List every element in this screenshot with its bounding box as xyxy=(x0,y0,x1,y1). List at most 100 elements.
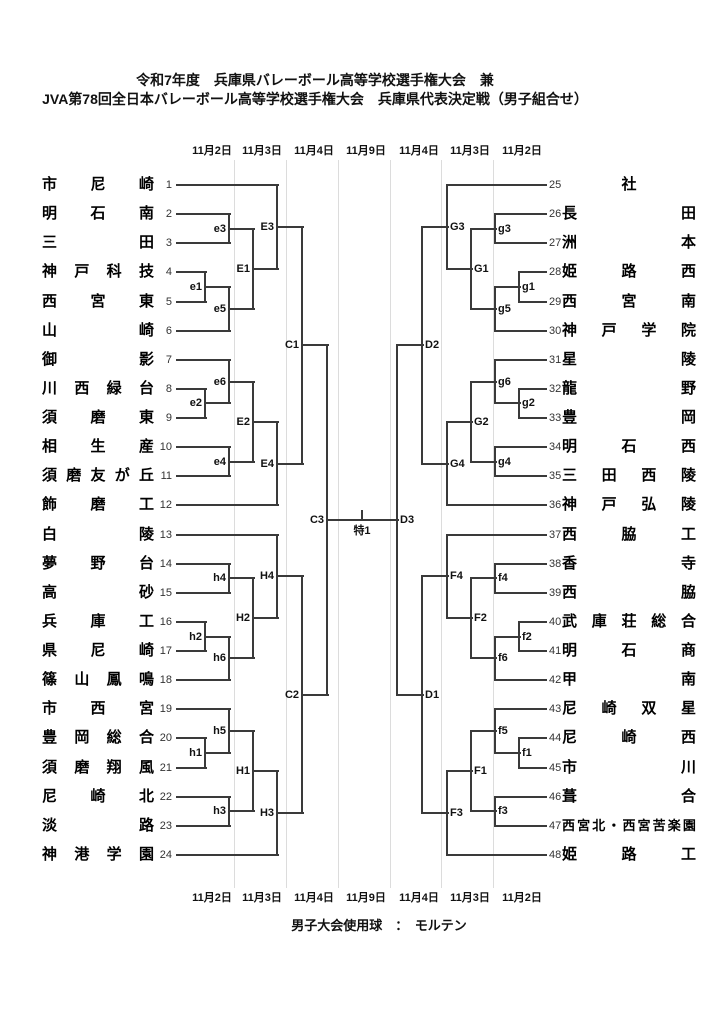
team-seed: 40 xyxy=(549,615,562,628)
team-seed: 44 xyxy=(549,732,562,745)
match-label: h1 xyxy=(189,747,202,760)
team-name-char: 陵 xyxy=(680,467,696,485)
team-seed: 33 xyxy=(549,412,562,425)
bracket-line xyxy=(176,562,231,565)
bracket-line xyxy=(422,462,449,465)
team-name-char: 磨 xyxy=(90,409,106,427)
bracket-line xyxy=(495,213,547,216)
team-name-char: 西 xyxy=(562,525,578,543)
schedule-date-bottom: 11月9日 xyxy=(346,892,386,904)
team-name: 西宮東 xyxy=(42,292,154,312)
team-name-char: 戸 xyxy=(601,321,617,339)
bracket-line xyxy=(447,853,547,856)
team-name-char: 風 xyxy=(138,758,154,776)
bracket-line xyxy=(176,387,207,390)
team-seed: 28 xyxy=(549,266,562,279)
bracket-line xyxy=(229,810,255,813)
team-name: 龍野 xyxy=(562,379,696,399)
bracket-line xyxy=(495,679,547,682)
team-name-char: 甲 xyxy=(562,671,578,689)
bracket-line xyxy=(495,475,547,478)
team-name-char: 友 xyxy=(90,467,106,485)
team-name: 社 xyxy=(562,175,696,195)
team-name-char: 東 xyxy=(138,292,154,310)
schedule-date-bottom: 11月2日 xyxy=(502,892,542,904)
column-separator xyxy=(441,160,442,888)
bracket-line xyxy=(229,227,255,230)
match-label: D3 xyxy=(400,513,415,526)
bracket-line xyxy=(447,504,547,507)
team-name-char: 白 xyxy=(42,525,58,543)
team-name-char: 本 xyxy=(680,234,696,252)
team-seed: 45 xyxy=(549,761,562,774)
match-label: g3 xyxy=(498,222,511,235)
bracket-line xyxy=(447,267,473,270)
bracket-line xyxy=(471,227,497,230)
team-name-char: 岡 xyxy=(74,729,90,747)
team-name-char: 山 xyxy=(74,671,90,689)
team-name-char: 田 xyxy=(138,234,154,252)
team-name-char: 豊 xyxy=(42,729,58,747)
team-name-char: 野 xyxy=(90,554,106,572)
match-label: e3 xyxy=(213,222,226,235)
team-name-char: 社 xyxy=(621,176,637,193)
bracket-line xyxy=(176,329,231,332)
team-name-char: 磨 xyxy=(74,758,90,776)
bracket-line xyxy=(519,387,547,390)
bracket-line xyxy=(471,810,497,813)
team-seed: 16 xyxy=(159,615,172,628)
team-name-char: 須 xyxy=(42,467,58,485)
bracket-line xyxy=(176,213,231,216)
team-name-char: 西 xyxy=(90,700,106,718)
team-name-char: 田 xyxy=(680,205,696,223)
bracket-line xyxy=(447,770,473,773)
match-label: G2 xyxy=(474,415,489,428)
bracket-line xyxy=(327,518,399,521)
schedule-date-bottom: 11月3日 xyxy=(450,892,490,904)
team-name-char: 西 xyxy=(622,817,636,833)
team-name-char: 篠 xyxy=(42,671,58,689)
team-name-char: 高 xyxy=(42,583,58,601)
team-seed: 38 xyxy=(549,557,562,570)
match-label: g5 xyxy=(498,302,511,315)
schedule-date-bottom: 11月2日 xyxy=(192,892,232,904)
team-name-char: 工 xyxy=(680,525,696,543)
schedule-date-top: 11月4日 xyxy=(399,145,439,157)
bracket-line xyxy=(253,617,279,620)
team-seed: 43 xyxy=(549,703,562,716)
bracket-line xyxy=(229,307,255,310)
team-name: 西脇工 xyxy=(562,525,696,545)
team-name-char: 崎 xyxy=(621,729,637,747)
team-name-char: 南 xyxy=(680,671,696,689)
schedule-date-bottom: 11月4日 xyxy=(399,892,439,904)
team-name-char: 飾 xyxy=(42,496,58,514)
bracket-line xyxy=(253,770,279,773)
schedule-date-top: 11月3日 xyxy=(242,145,282,157)
team-seed: 30 xyxy=(549,324,562,337)
team-name-char: 野 xyxy=(680,379,696,397)
team-name-char: 須 xyxy=(42,758,58,776)
team-seed: 15 xyxy=(159,586,172,599)
team-name-char: 石 xyxy=(90,205,106,223)
team-name-char: 洲 xyxy=(562,234,578,252)
bracket-line xyxy=(205,752,231,755)
bracket-line xyxy=(176,417,207,420)
bracket-line xyxy=(519,417,547,420)
team-name-char: 商 xyxy=(680,642,696,660)
team-name: 星陵 xyxy=(562,350,696,370)
bracket-line xyxy=(495,752,521,755)
team-name: 神港学園 xyxy=(42,845,154,865)
column-separator xyxy=(286,160,287,888)
bracket-line xyxy=(176,679,231,682)
team-seed: 5 xyxy=(165,295,172,308)
team-name-char: 陵 xyxy=(138,525,154,543)
bracket-line xyxy=(397,693,424,696)
match-label: h2 xyxy=(189,630,202,643)
team-name-char: 路 xyxy=(621,845,637,863)
bracket-line xyxy=(176,591,231,594)
team-name: 尼崎北 xyxy=(42,787,154,807)
team-seed: 21 xyxy=(159,761,172,774)
team-name-char: 神 xyxy=(562,496,578,514)
team-name-char: 崎 xyxy=(601,700,617,718)
team-name-char: 合 xyxy=(680,612,696,630)
